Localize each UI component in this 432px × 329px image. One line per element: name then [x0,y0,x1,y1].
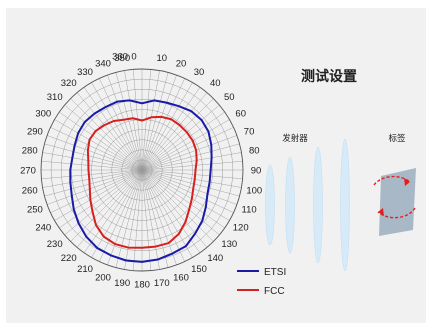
angle-tick-label: 70 [244,127,255,138]
angle-tick-label: 130 [221,239,237,250]
rotating-tag-icon [373,168,416,236]
pattern-series [69,99,213,263]
grid-ring [131,159,153,181]
transmitter-label: 发射器 [282,133,308,144]
wave-arc [285,156,295,254]
angle-tick-label: 250 [27,205,43,216]
angle-tick-label: 10 [157,53,168,64]
angle-tick-label: 190 [114,278,130,289]
angle-tick-label: 90 [251,166,262,177]
grid-ring [111,139,173,201]
grid-ring [60,88,224,252]
angle-tick-label: 220 [61,253,77,264]
angle-tick-label: 40 [210,78,221,89]
angle-tick-label: 310 [47,92,63,103]
series-line-etsi [69,99,213,263]
angle-tick-label: 160 [173,273,189,284]
angle-tick-label: 100 [246,185,262,196]
angle-tick-label: 50 [224,92,235,103]
angle-tick-label: 290 [27,127,43,138]
wave-arc [313,146,323,264]
grid-ring [121,149,163,191]
angle-tick-label: 0 [131,52,136,63]
legend: ETSI FCC [237,267,286,297]
grid-ring [81,109,203,231]
angle-tick-label: 120 [233,223,249,234]
angle-tick-label: 180 [134,280,150,291]
angle-tick-label: 300 [35,109,51,120]
angle-tick-label: 360 [112,52,128,63]
angle-tick-label: 200 [95,273,111,284]
angle-tick-label: 320 [61,78,77,89]
legend-label-fcc: FCC [264,286,285,297]
angle-tick-label: 140 [207,253,223,264]
angle-tick-label: 80 [249,146,260,157]
angle-tick-label: 110 [242,205,257,216]
angle-tick-label: 170 [154,278,170,289]
wave-arc [340,138,350,272]
tag-plate [379,168,416,236]
transmitter-wave-icon [265,138,350,272]
series-line-fcc [86,115,198,249]
angle-tick-label: 270 [20,166,36,177]
angle-tick-label: 20 [176,58,187,69]
angle-tick-label: 210 [77,264,93,275]
angle-tick-label: 30 [194,67,205,78]
angle-tick-label: 350 [114,53,130,64]
angle-tick-label: 340 [95,58,111,69]
wave-arc [265,164,275,246]
angle-tick-label: 330 [77,67,93,78]
legend-label-etsi: ETSI [264,267,286,278]
angle-tick-label: 150 [191,264,207,275]
outer-ring [40,68,244,272]
angle-tick-label: 280 [22,146,38,157]
tag-label: 标签 [388,133,406,144]
rotation-arrowhead-top [404,178,410,186]
setup-title: 测试设置 [301,68,357,85]
angle-tick-label: 240 [35,223,51,234]
figure-panel [6,8,426,323]
test-setup-diagram: 测试设置 发射器 标签 [265,68,416,272]
angle-tick-label: 260 [22,185,38,196]
grid-ring [101,129,183,211]
angle-tick-label: 230 [47,239,63,250]
rotation-arrowhead-bottom [378,208,384,216]
angle-tick-label: 60 [235,109,246,120]
